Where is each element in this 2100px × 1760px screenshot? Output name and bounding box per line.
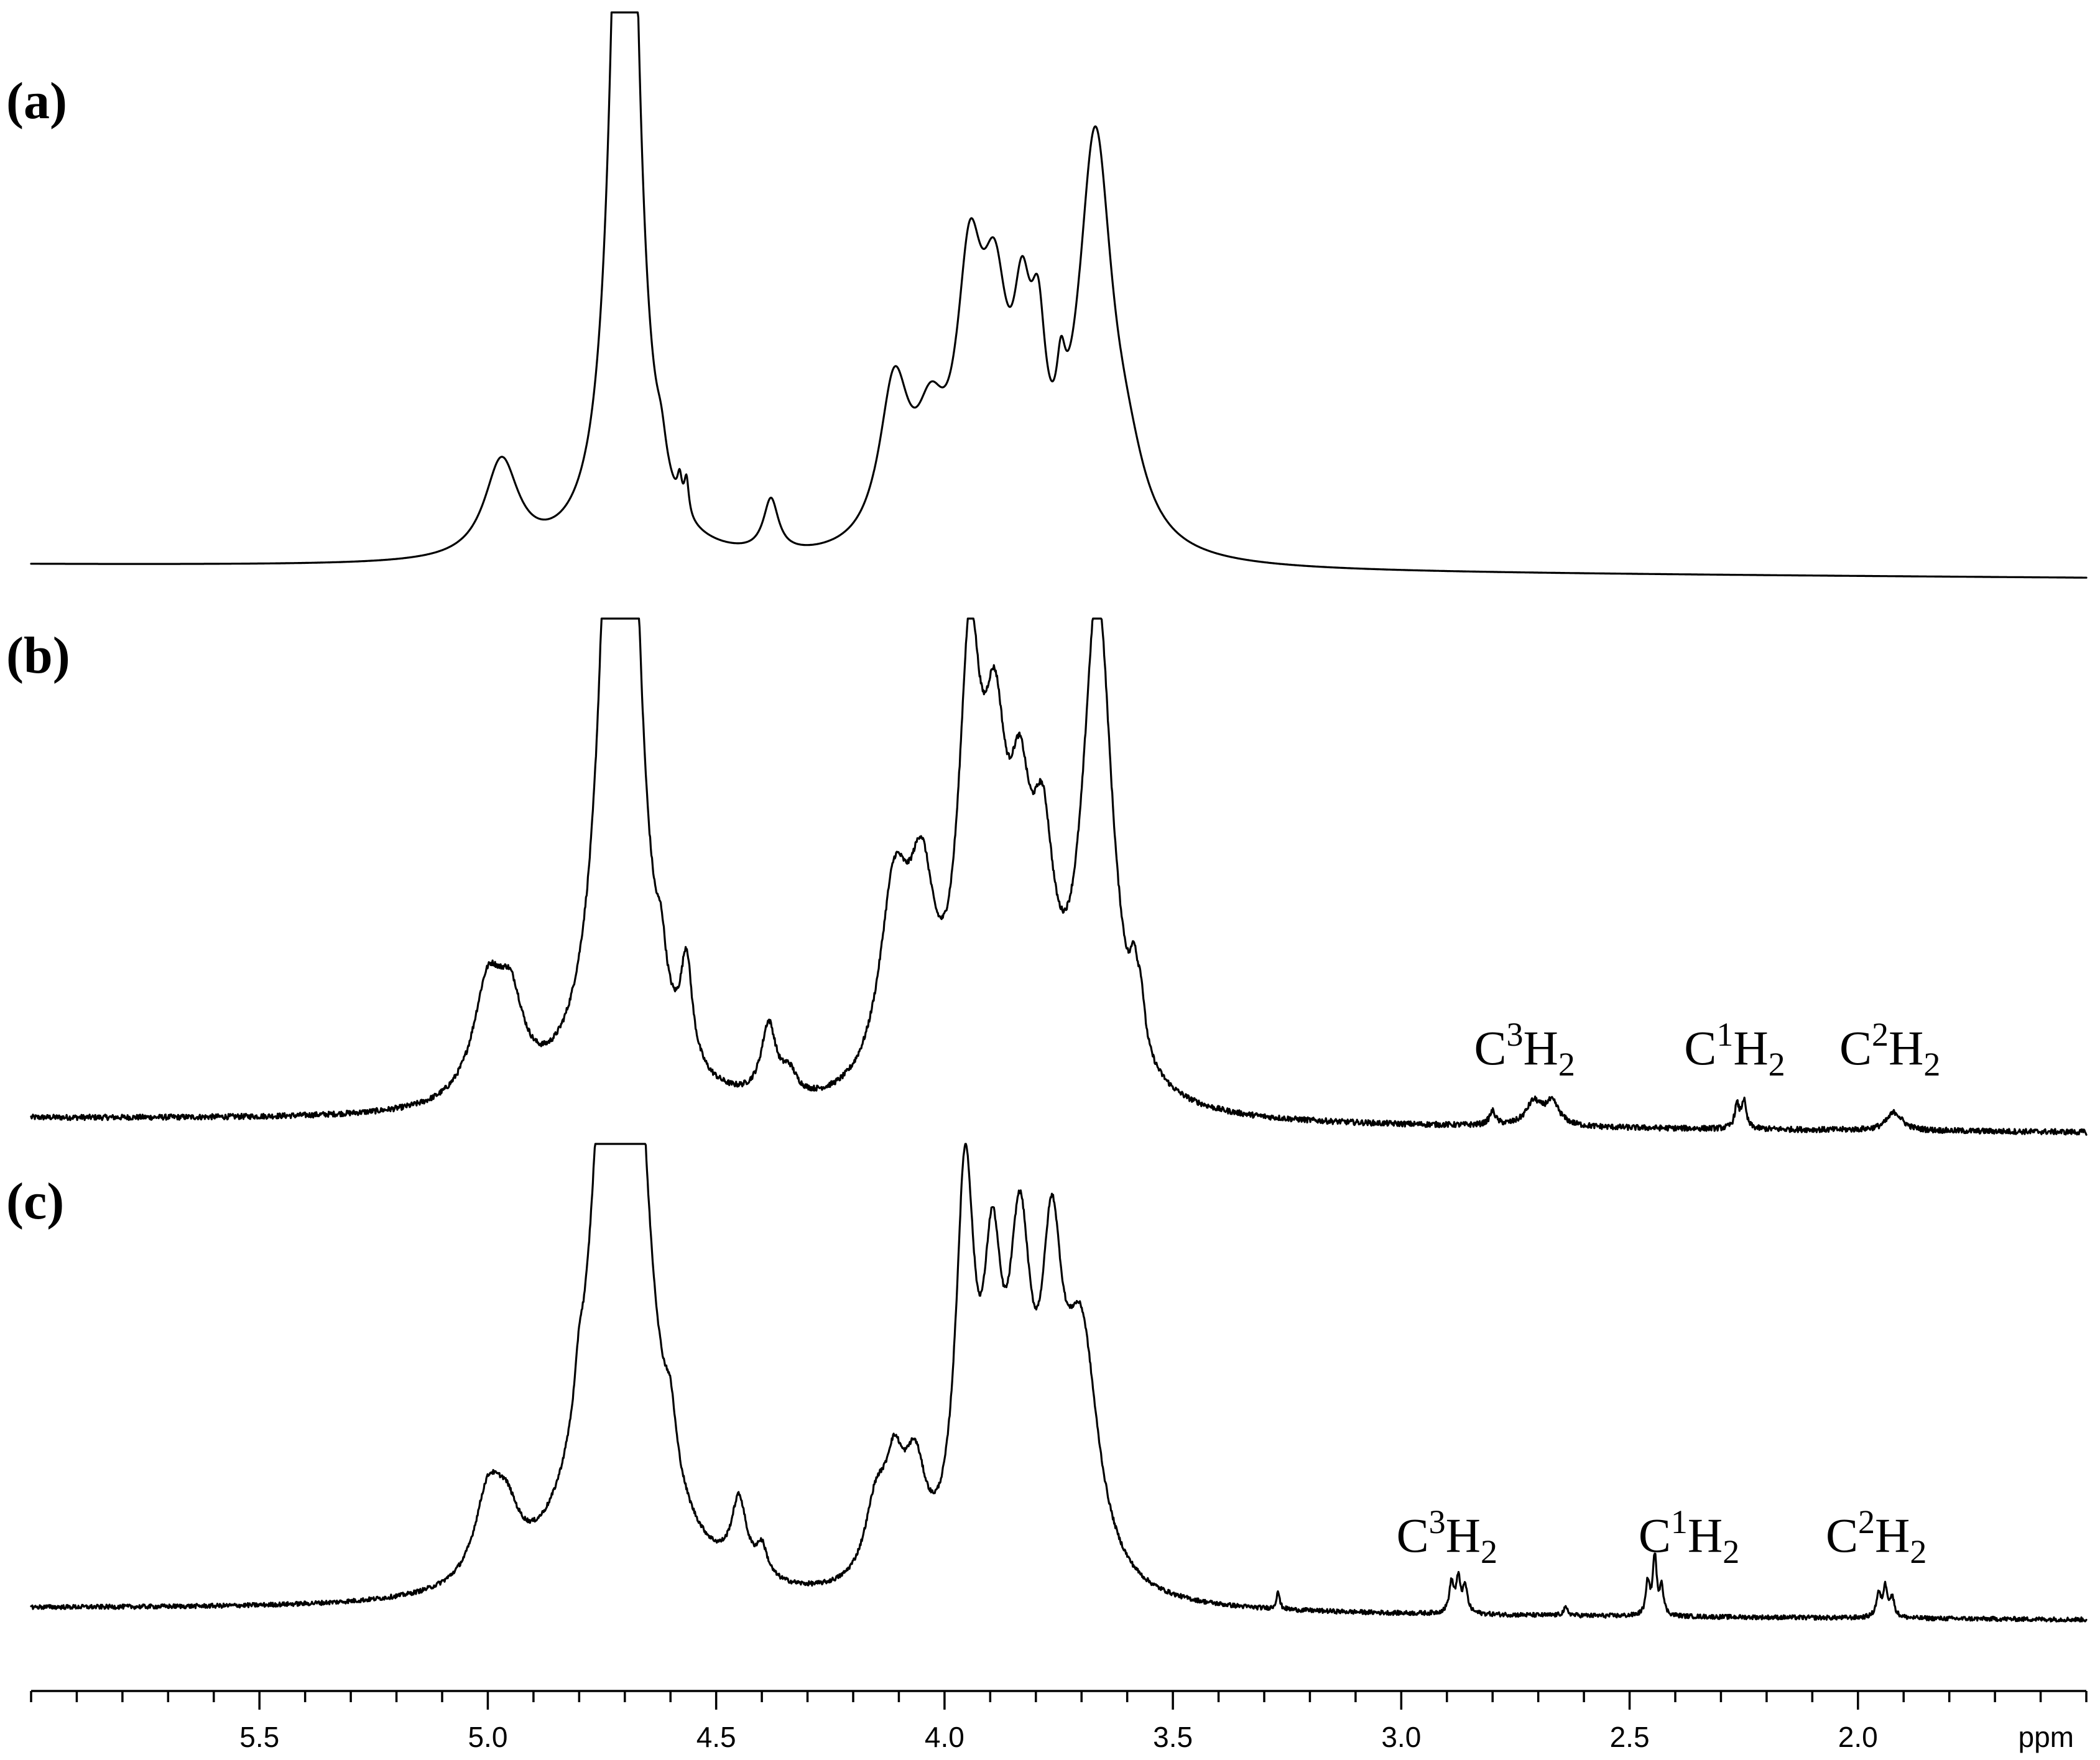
x-tick-label: 2.0 [1838, 1721, 1878, 1753]
peak-annotation: C3H2 [1397, 1503, 1497, 1570]
x-axis: 5.5 5.0 4.5 4.0 3.5 3.0 2.5 2.0 ppm [30, 1690, 2088, 1753]
peak-annotation: C2H2 [1826, 1503, 1927, 1570]
spectrum-panel-b: (b) C3H2 C1H2 C2H2 [6, 617, 2088, 1136]
x-tick-label: 4.5 [696, 1721, 736, 1753]
x-axis-unit-label: ppm [2019, 1721, 2074, 1753]
panel-label: (a) [6, 72, 67, 130]
x-tick-label: 5.5 [239, 1721, 279, 1753]
panel-label: (c) [6, 1173, 64, 1230]
panel-label: (b) [6, 627, 70, 684]
x-tick-label: 4.0 [925, 1721, 964, 1753]
spectrum-trace [30, 617, 2088, 1136]
peak-annotation: C2H2 [1839, 1016, 1940, 1083]
spectrum-panel-a: (a) [6, 11, 2088, 579]
peak-annotation: C1H2 [1684, 1016, 1785, 1083]
x-tick-label: 5.0 [468, 1721, 507, 1753]
peak-annotation: C1H2 [1639, 1503, 1739, 1570]
spectra-panels: (a) (b) C3H2 C1H2 C2H2 (c) C3H2 C1H2 C2H2 [6, 11, 2088, 1623]
spectrum-trace [30, 11, 2088, 579]
x-tick-label: 3.0 [1381, 1721, 1421, 1753]
x-tick-label: 3.5 [1153, 1721, 1193, 1753]
spectrum-panel-c: (c) C3H2 C1H2 C2H2 [6, 1143, 2088, 1623]
x-tick-label: 2.5 [1610, 1721, 1650, 1753]
spectrum-trace [30, 1143, 2088, 1623]
peak-annotation: C3H2 [1474, 1016, 1575, 1083]
